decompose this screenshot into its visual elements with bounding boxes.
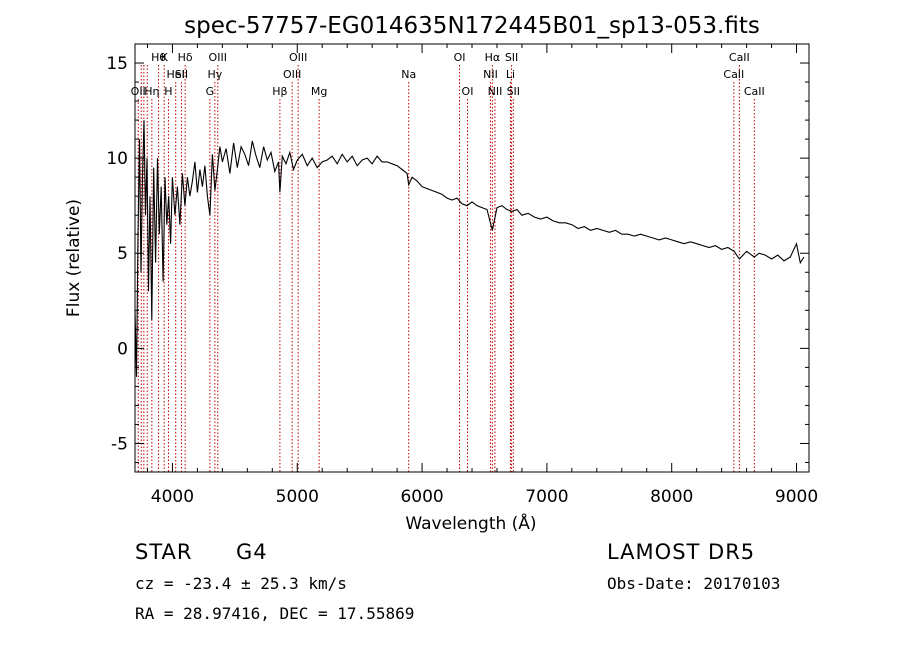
line-marker-label: OI <box>454 51 466 64</box>
line-marker-label: Hγ <box>207 68 222 81</box>
x-tick-label: 6000 <box>400 487 443 507</box>
spectral-subclass: G4 <box>236 540 268 564</box>
line-marker-label: OIII <box>209 51 227 64</box>
line-marker-label: OII <box>131 85 146 98</box>
y-axis: -5 0 5 10 15 <box>106 43 809 463</box>
line-marker-label: Hθ <box>151 51 166 64</box>
line-marker-label: SII <box>505 51 518 64</box>
y-tick-label: 15 <box>106 54 128 74</box>
x-tick-label: 9000 <box>775 487 818 507</box>
line-marker-label: HeI <box>167 68 185 81</box>
plot-frame <box>134 43 810 473</box>
spectrum-line <box>134 120 805 377</box>
x-tick-label: 4000 <box>151 487 194 507</box>
line-marker-label: K <box>161 51 169 64</box>
line-marker-label: NII <box>483 68 498 81</box>
y-tick-label: 5 <box>117 244 128 264</box>
observation-date: Obs-Date: 20170103 <box>607 574 781 593</box>
emission-line-markers <box>137 65 755 472</box>
line-marker-label: OI <box>462 85 474 98</box>
emission-line-labels: OIIHηHθKHHeISIIHδGHγOIIIHβOIIIOIIIMgNaOI… <box>131 51 765 98</box>
x-tick-label: 5000 <box>276 487 319 507</box>
x-tick-label: 8000 <box>650 487 693 507</box>
line-marker-label: OIII <box>283 68 301 81</box>
y-axis-label: Flux (relative) <box>64 199 84 317</box>
sky-coordinates: RA = 28.97416, DEC = 17.55869 <box>135 604 415 623</box>
survey-release: LAMOST DR5 <box>607 540 756 564</box>
line-marker-label: Li <box>506 68 515 81</box>
x-axis: 4000 5000 6000 7000 8000 9000 <box>146 44 818 507</box>
line-marker-label: Hα <box>485 51 501 64</box>
line-marker-label: Hδ <box>178 51 193 64</box>
line-marker-label: CaII <box>723 68 744 81</box>
object-class: STAR <box>135 540 193 564</box>
line-marker-label: SII <box>507 85 520 98</box>
y-tick-label: 10 <box>106 149 128 169</box>
radial-velocity: cz = -23.4 ± 25.3 km/s <box>135 574 347 593</box>
line-marker-label: NII <box>488 85 503 98</box>
y-tick-label: 0 <box>117 339 128 359</box>
x-axis-label: Wavelength (Å) <box>405 512 536 534</box>
y-tick-label: -5 <box>111 434 128 454</box>
line-marker-label: CaII <box>744 85 765 98</box>
line-marker-label: CaII <box>729 51 750 64</box>
x-tick-label: 7000 <box>525 487 568 507</box>
line-marker-label: G <box>206 85 215 98</box>
line-marker-label: Hβ <box>272 85 287 98</box>
line-marker-label: Mg <box>311 85 327 98</box>
line-marker-label: Hη <box>144 85 159 98</box>
line-marker-label: Na <box>401 68 416 81</box>
line-marker-label: SII <box>175 68 188 81</box>
chart-title: spec-57757-EG014635N172445B01_sp13-053.f… <box>184 13 760 39</box>
line-marker-label: H <box>164 85 172 98</box>
line-marker-label: OIII <box>289 51 307 64</box>
